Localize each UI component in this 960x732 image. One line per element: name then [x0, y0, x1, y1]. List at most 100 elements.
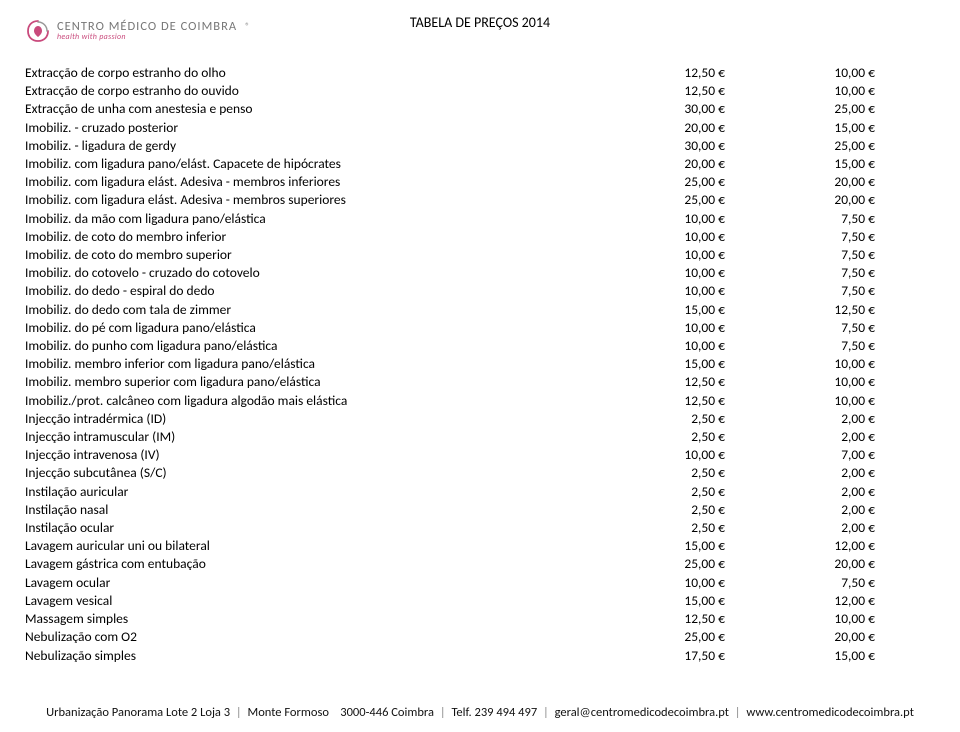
row-price-1: 2,50 €	[625, 464, 775, 482]
table-row: Injecção intravenosa (IV)10,00 €7,00 €	[25, 446, 935, 464]
row-price-1: 2,50 €	[625, 501, 775, 519]
row-desc: Imobiliz. com ligadura pano/elást. Capac…	[25, 155, 625, 173]
row-desc: Imobiliz. com ligadura elást. Adesiva - …	[25, 173, 625, 191]
table-row: Imobiliz. do dedo - espiral do dedo10,00…	[25, 282, 935, 300]
row-price-2: 15,00 €	[775, 155, 925, 173]
row-price-1: 25,00 €	[625, 628, 775, 646]
footer-sep: |	[233, 705, 245, 720]
table-row: Extracção de corpo estranho do ouvido12,…	[25, 82, 935, 100]
row-price-2: 20,00 €	[775, 628, 925, 646]
table-row: Imobiliz. - ligadura de gerdy30,00 €25,0…	[25, 137, 935, 155]
row-desc: Injecção intramuscular (IM)	[25, 428, 625, 446]
row-price-2: 25,00 €	[775, 137, 925, 155]
row-price-2: 7,50 €	[775, 319, 925, 337]
row-desc: Lavagem vesical	[25, 592, 625, 610]
table-row: Nebulização com O225,00 €20,00 €	[25, 628, 935, 646]
row-desc: Extracção de unha com anestesia e penso	[25, 100, 625, 118]
footer-tel: Telf. 239 494 497	[451, 705, 537, 720]
row-desc: Lavagem auricular uni ou bilateral	[25, 537, 625, 555]
table-row: Extracção de unha com anestesia e penso3…	[25, 100, 935, 118]
table-row: Imobiliz. do dedo com tala de zimmer15,0…	[25, 301, 935, 319]
table-row: Nebulização simples17,50 €15,00 €	[25, 647, 935, 665]
logo-icon	[25, 18, 51, 44]
row-price-2: 2,00 €	[775, 501, 925, 519]
row-desc: Imobiliz. do dedo com tala de zimmer	[25, 301, 625, 319]
row-desc: Injecção intradérmica (ID)	[25, 410, 625, 428]
table-row: Instilação auricular2,50 €2,00 €	[25, 483, 935, 501]
logo-sub-text: health with passion	[57, 33, 237, 41]
row-desc: Instilação nasal	[25, 501, 625, 519]
row-price-1: 12,50 €	[625, 610, 775, 628]
table-row: Imobiliz. membro superior com ligadura p…	[25, 373, 935, 391]
row-desc: Injecção subcutânea (S/C)	[25, 464, 625, 482]
row-desc: Nebulização simples	[25, 647, 625, 665]
row-price-1: 10,00 €	[625, 210, 775, 228]
row-desc: Imobiliz. de coto do membro inferior	[25, 228, 625, 246]
page-header: CENTRO MÉDICO DE COIMBRA health with pas…	[25, 18, 935, 58]
row-price-2: 10,00 €	[775, 392, 925, 410]
row-desc: Extracção de corpo estranho do olho	[25, 64, 625, 82]
row-price-1: 25,00 €	[625, 555, 775, 573]
row-desc: Imobiliz. do punho com ligadura pano/elá…	[25, 337, 625, 355]
row-price-2: 7,50 €	[775, 246, 925, 264]
row-price-1: 10,00 €	[625, 337, 775, 355]
table-row: Imobiliz. de coto do membro inferior10,0…	[25, 228, 935, 246]
row-price-2: 2,00 €	[775, 410, 925, 428]
footer-email: geral@centromedicodecoimbra.pt	[555, 705, 729, 720]
row-desc: Lavagem ocular	[25, 574, 625, 592]
footer-addr3: 3000-446 Coimbra	[340, 705, 434, 720]
row-price-2: 10,00 €	[775, 355, 925, 373]
row-price-1: 12,50 €	[625, 392, 775, 410]
row-price-2: 2,00 €	[775, 464, 925, 482]
table-row: Imobiliz. com ligadura elást. Adesiva - …	[25, 191, 935, 209]
row-desc: Imobiliz. - ligadura de gerdy	[25, 137, 625, 155]
row-price-2: 7,50 €	[775, 228, 925, 246]
row-price-1: 10,00 €	[625, 264, 775, 282]
row-price-1: 12,50 €	[625, 373, 775, 391]
footer-sep: |	[540, 705, 552, 720]
row-price-2: 20,00 €	[775, 555, 925, 573]
row-price-1: 12,50 €	[625, 82, 775, 100]
row-desc: Massagem simples	[25, 610, 625, 628]
footer-sep: |	[437, 705, 449, 720]
row-price-2: 20,00 €	[775, 191, 925, 209]
table-row: Lavagem vesical15,00 €12,00 €	[25, 592, 935, 610]
row-price-1: 30,00 €	[625, 137, 775, 155]
row-price-2: 25,00 €	[775, 100, 925, 118]
row-desc: Imobiliz. do pé com ligadura pano/elásti…	[25, 319, 625, 337]
row-price-2: 2,00 €	[775, 483, 925, 501]
table-row: Lavagem gástrica com entubação25,00 €20,…	[25, 555, 935, 573]
row-desc: Imobiliz. do cotovelo - cruzado do cotov…	[25, 264, 625, 282]
table-row: Imobiliz. membro inferior com ligadura p…	[25, 355, 935, 373]
row-desc: Imobiliz. da mão com ligadura pano/elást…	[25, 210, 625, 228]
row-price-2: 12,00 €	[775, 537, 925, 555]
row-price-1: 2,50 €	[625, 428, 775, 446]
row-price-2: 15,00 €	[775, 647, 925, 665]
row-desc: Imobiliz. de coto do membro superior	[25, 246, 625, 264]
row-price-2: 10,00 €	[775, 64, 925, 82]
table-row: Injecção intradérmica (ID)2,50 €2,00 €	[25, 410, 935, 428]
row-price-1: 10,00 €	[625, 319, 775, 337]
table-row: Lavagem ocular10,00 €7,50 €	[25, 574, 935, 592]
row-price-2: 7,50 €	[775, 282, 925, 300]
row-price-1: 10,00 €	[625, 574, 775, 592]
table-row: Imobiliz. do cotovelo - cruzado do cotov…	[25, 264, 935, 282]
table-row: Instilação ocular2,50 €2,00 €	[25, 519, 935, 537]
row-price-2: 10,00 €	[775, 610, 925, 628]
row-price-1: 2,50 €	[625, 519, 775, 537]
row-desc: Nebulização com O2	[25, 628, 625, 646]
row-desc: Imobiliz. membro inferior com ligadura p…	[25, 355, 625, 373]
row-price-2: 2,00 €	[775, 519, 925, 537]
row-price-2: 2,00 €	[775, 428, 925, 446]
row-desc: Extracção de corpo estranho do ouvido	[25, 82, 625, 100]
row-price-1: 10,00 €	[625, 446, 775, 464]
row-price-1: 15,00 €	[625, 592, 775, 610]
row-price-1: 15,00 €	[625, 301, 775, 319]
table-row: Extracção de corpo estranho do olho12,50…	[25, 64, 935, 82]
row-price-2: 7,50 €	[775, 337, 925, 355]
row-price-1: 12,50 €	[625, 64, 775, 82]
table-row: Imobiliz. de coto do membro superior10,0…	[25, 246, 935, 264]
table-row: Injecção subcutânea (S/C)2,50 €2,00 €	[25, 464, 935, 482]
row-price-1: 20,00 €	[625, 155, 775, 173]
row-price-1: 10,00 €	[625, 246, 775, 264]
